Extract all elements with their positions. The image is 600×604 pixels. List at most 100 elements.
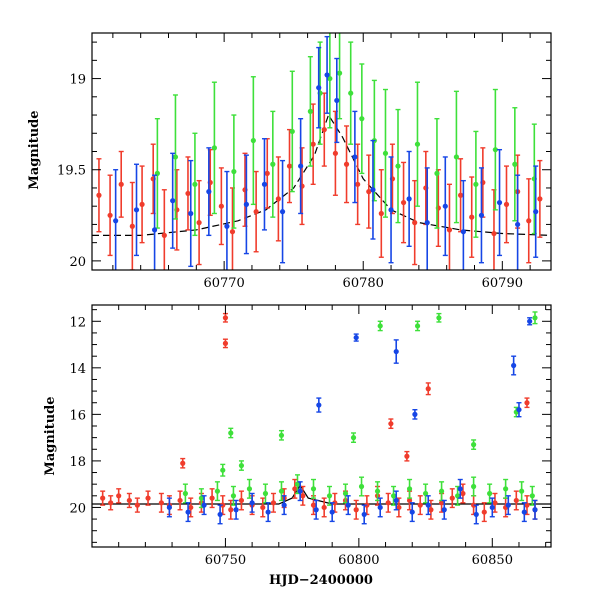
bottom-point-blue (265, 509, 271, 515)
top-series-red (96, 92, 543, 270)
bottom-ytick-label: 20 (69, 501, 86, 516)
top-point-green (359, 116, 365, 122)
bottom-point-red (353, 507, 359, 513)
top-point-blue (316, 85, 322, 91)
bottom-point-blue (233, 507, 239, 513)
bottom-point-green (422, 490, 429, 497)
top-point-blue (478, 212, 485, 218)
bottom-point-red (188, 504, 194, 511)
bottom-point-green (228, 430, 234, 436)
top-point-red (185, 190, 191, 197)
bottom-point-green (377, 323, 383, 329)
top-point-red (366, 189, 372, 195)
bottom-point-green (503, 486, 509, 492)
top-point-blue (388, 207, 394, 213)
bottom-point-green (294, 481, 301, 487)
bottom-point-red (438, 500, 445, 506)
top-ytick-label: 19 (69, 73, 86, 88)
bottom-point-green (406, 486, 413, 492)
bottom-point-green (438, 488, 445, 494)
bottom-point-blue (425, 502, 431, 508)
bottom-panel: Magnitude HJD−2400000 60750 60800 60850 12 1… (43, 304, 552, 588)
top-point-red (218, 203, 224, 209)
top-point-green (211, 145, 217, 151)
bottom-plot-area (92, 311, 551, 525)
bottom-point-green (182, 490, 189, 497)
bottom-xtick-label: 60750 (205, 553, 246, 568)
top-ytick-label: 19.5 (57, 164, 86, 179)
bottom-point-red (513, 497, 519, 504)
bottom-point-green (519, 488, 525, 494)
bottom-xtick-label: 60800 (338, 553, 379, 568)
bottom-point-red (425, 386, 431, 392)
top-ylabel: Magnitude (27, 110, 42, 189)
bottom-point-red (524, 400, 530, 406)
top-point-blue (424, 220, 430, 226)
bottom-point-blue (393, 348, 399, 355)
bottom-point-red (177, 497, 183, 504)
top-point-red (321, 127, 327, 133)
bottom-point-blue (521, 509, 527, 515)
bottom-point-green (278, 432, 285, 438)
bottom-point-green (220, 467, 226, 473)
bottom-point-red (460, 490, 466, 497)
top-point-red (537, 196, 543, 202)
top-point-blue (370, 187, 376, 193)
top-point-green (336, 70, 343, 76)
top-point-red (139, 201, 145, 207)
bottom-point-blue (516, 407, 522, 413)
bottom-point-red (100, 495, 106, 501)
top-point-red (526, 218, 532, 224)
top-point-red (469, 214, 475, 220)
top-point-green (492, 147, 498, 153)
bottom-ytick-label: 14 (69, 362, 86, 377)
bottom-point-red (396, 504, 402, 511)
top-point-green (192, 181, 198, 187)
top-point-green (382, 150, 389, 156)
bottom-point-red (220, 502, 226, 508)
top-point-blue (151, 227, 158, 233)
bottom-point-red (238, 497, 245, 504)
bottom-point-blue (281, 502, 287, 508)
bottom-point-red (222, 315, 229, 321)
top-point-red (400, 199, 407, 206)
bottom-point-blue (316, 402, 322, 408)
bottom-point-green (198, 495, 205, 501)
top-point-blue (261, 181, 268, 187)
bottom-point-green (358, 483, 365, 490)
top-point-red (355, 181, 361, 187)
bottom-point-blue (345, 502, 351, 508)
bottom-point-green (471, 483, 477, 490)
top-point-green (327, 75, 333, 82)
bottom-point-green (436, 315, 442, 321)
bottom-point-blue (217, 511, 223, 518)
bottom-point-blue (297, 488, 303, 494)
bottom-point-green (238, 462, 245, 469)
bottom-point-blue (457, 486, 463, 492)
top-ytick-label: 20 (69, 255, 86, 270)
top-point-blue (406, 196, 412, 202)
bottom-point-red (385, 500, 391, 506)
top-point-red (229, 229, 236, 235)
bottom-point-red (524, 502, 530, 508)
top-point-green (453, 154, 460, 160)
bottom-point-green (390, 493, 397, 499)
top-point-green (307, 108, 313, 114)
top-series-blue (113, 35, 539, 270)
top-point-blue (496, 199, 503, 206)
top-point-green (512, 161, 518, 167)
bottom-point-blue (166, 504, 172, 511)
bottom-point-red (116, 493, 122, 499)
bottom-point-red (300, 493, 306, 499)
top-point-green (231, 168, 237, 175)
bottom-point-blue (201, 502, 207, 508)
top-xtick-label: 60770 (203, 276, 244, 291)
top-point-blue (334, 97, 340, 104)
top-point-red (332, 150, 339, 156)
top-point-red (129, 223, 135, 229)
bottom-point-blue (361, 511, 367, 518)
top-point-blue (515, 221, 521, 228)
bottom-point-green (350, 435, 357, 441)
bottom-point-red (449, 495, 455, 501)
top-point-red (275, 196, 281, 202)
